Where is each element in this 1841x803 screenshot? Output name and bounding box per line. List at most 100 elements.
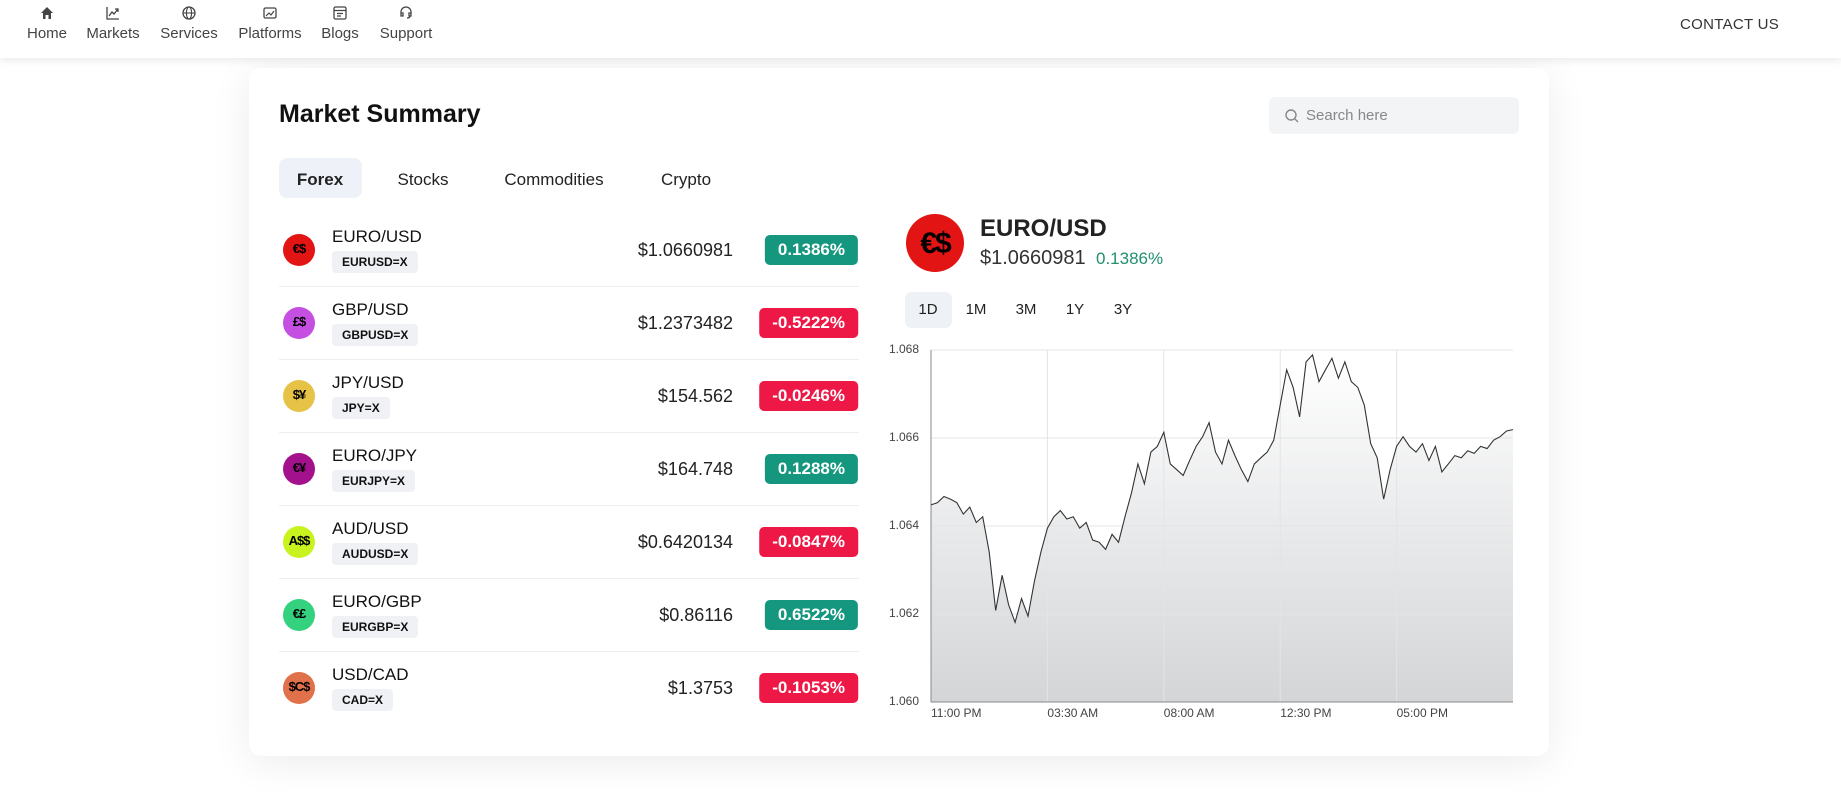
pair-name[interactable]: AUD/USD <box>332 519 409 538</box>
change-badge: 0.1288% <box>764 454 858 484</box>
nav-label: Blogs <box>321 25 359 42</box>
icon <box>41 7 53 19</box>
nav-item[interactable]: Support <box>366 4 446 42</box>
y-tick-label: 1.064 <box>889 518 919 532</box>
detail-icon: €$ <box>920 227 951 260</box>
icon-circle <box>283 234 315 266</box>
symbol-chip: AUDUSD=X <box>332 543 419 565</box>
row-divider <box>279 359 859 360</box>
tab[interactable]: Crypto <box>660 170 712 189</box>
pair-name[interactable]: EURO/GBP <box>332 592 422 611</box>
detail-price: $1.0660981 <box>980 247 1086 269</box>
currency-icon: €¥ <box>292 460 306 475</box>
range-button[interactable]: 3Y <box>1113 301 1133 318</box>
currency-icon: $C$ <box>288 679 311 694</box>
change-badge: 0.1386% <box>764 235 858 265</box>
range-button[interactable]: 1Y <box>1065 301 1085 318</box>
price: $1.0660981 <box>637 240 733 260</box>
price: $154.562 <box>657 386 733 406</box>
contact-link[interactable]: CONTACT US <box>1680 16 1780 33</box>
change-badge: -0.1053% <box>759 673 858 703</box>
price: $164.748 <box>657 459 733 479</box>
currency-icon: A$$ <box>288 533 311 548</box>
pair-name[interactable]: EURO/JPY <box>332 446 418 465</box>
row-divider <box>279 578 859 579</box>
y-tick-label: 1.060 <box>889 694 919 708</box>
card-title: Market Summary <box>279 100 481 128</box>
price-line <box>930 353 1514 625</box>
icon <box>182 6 196 20</box>
detail-name: EURO/USD <box>980 215 1107 242</box>
tab-highlight <box>279 158 362 198</box>
nav-label: Support <box>379 25 433 42</box>
price: $0.86116 <box>659 605 733 625</box>
currency-icon: €$ <box>292 241 306 256</box>
y-tick-label: 1.066 <box>889 430 919 444</box>
search-placeholder: Search here <box>1306 107 1388 124</box>
range-highlight <box>905 292 952 328</box>
detail-change: 0.1386% <box>1096 249 1164 268</box>
nav-label: Home <box>26 25 67 42</box>
nav-item[interactable]: Markets <box>73 4 153 42</box>
symbol-chip: GBPUSD=X <box>332 324 419 346</box>
icon <box>106 7 119 20</box>
symbol-chip: JPY=X <box>332 397 390 419</box>
price: $1.3753 <box>667 678 733 698</box>
range-button[interactable]: 1D <box>918 301 938 318</box>
detail-icon-circle <box>906 214 964 272</box>
x-tick-label: 12:30 PM <box>1280 706 1331 720</box>
symbol-chip: CAD=X <box>332 689 394 711</box>
icon <box>333 6 347 20</box>
x-tick-label: 05:00 PM <box>1397 706 1448 720</box>
currency-icon: £$ <box>292 314 306 329</box>
nav-label: Platforms <box>238 25 302 42</box>
nav-bar: Home Markets Services Platforms Blogs Su… <box>0 0 1841 58</box>
change-badge: -0.5222% <box>759 308 858 338</box>
x-tick-label: 11:00 PM <box>931 706 981 720</box>
price: $0.6420134 <box>637 532 733 552</box>
icon-circle <box>283 307 315 339</box>
search-box[interactable]: Search here <box>1269 97 1519 134</box>
x-tick-label: 08:00 AM <box>1164 706 1215 720</box>
currency-icon: €£ <box>292 606 306 621</box>
range-button[interactable]: 1M <box>965 301 987 318</box>
tab[interactable]: Stocks <box>397 170 449 189</box>
row-divider <box>279 432 859 433</box>
icon-circle <box>283 380 315 412</box>
row-divider <box>279 505 859 506</box>
price: $1.2373482 <box>637 313 733 333</box>
change-badge: 0.6522% <box>764 600 858 630</box>
x-tick-label: 03:30 AM <box>1047 706 1098 720</box>
pair-name[interactable]: USD/CAD <box>332 665 409 684</box>
change-badge: -0.0246% <box>759 381 858 411</box>
nav-label: Markets <box>86 25 140 42</box>
icon <box>400 6 412 19</box>
y-tick-label: 1.062 <box>889 606 919 620</box>
nav-label: Services <box>160 25 218 42</box>
row-divider <box>279 286 859 287</box>
tab[interactable]: Commodities <box>504 170 604 189</box>
pair-name[interactable]: GBP/USD <box>332 300 409 319</box>
range-button[interactable]: 3M <box>1015 301 1037 318</box>
icon-circle <box>283 526 315 558</box>
icon-circle <box>283 599 315 631</box>
area-fill <box>931 354 1513 702</box>
symbol-chip: EURJPY=X <box>332 470 416 492</box>
change-badge: -0.0847% <box>759 527 858 557</box>
currency-icon: $¥ <box>292 387 306 402</box>
icon-circle <box>283 453 315 485</box>
symbol-chip: EURUSD=X <box>332 251 418 273</box>
nav-item[interactable]: Blogs <box>300 4 380 42</box>
nav-item[interactable]: Services <box>149 4 229 42</box>
pair-name[interactable]: EURO/USD <box>332 227 422 246</box>
tab[interactable]: Forex <box>296 170 344 189</box>
icon <box>263 7 277 19</box>
pair-name[interactable]: JPY/USD <box>332 373 404 392</box>
nav-item[interactable]: Platforms <box>230 4 310 42</box>
icon-circle <box>283 672 315 704</box>
nav-item[interactable]: Home <box>7 4 87 42</box>
symbol-chip: EURGBP=X <box>332 616 419 638</box>
search-icon <box>1285 109 1299 123</box>
